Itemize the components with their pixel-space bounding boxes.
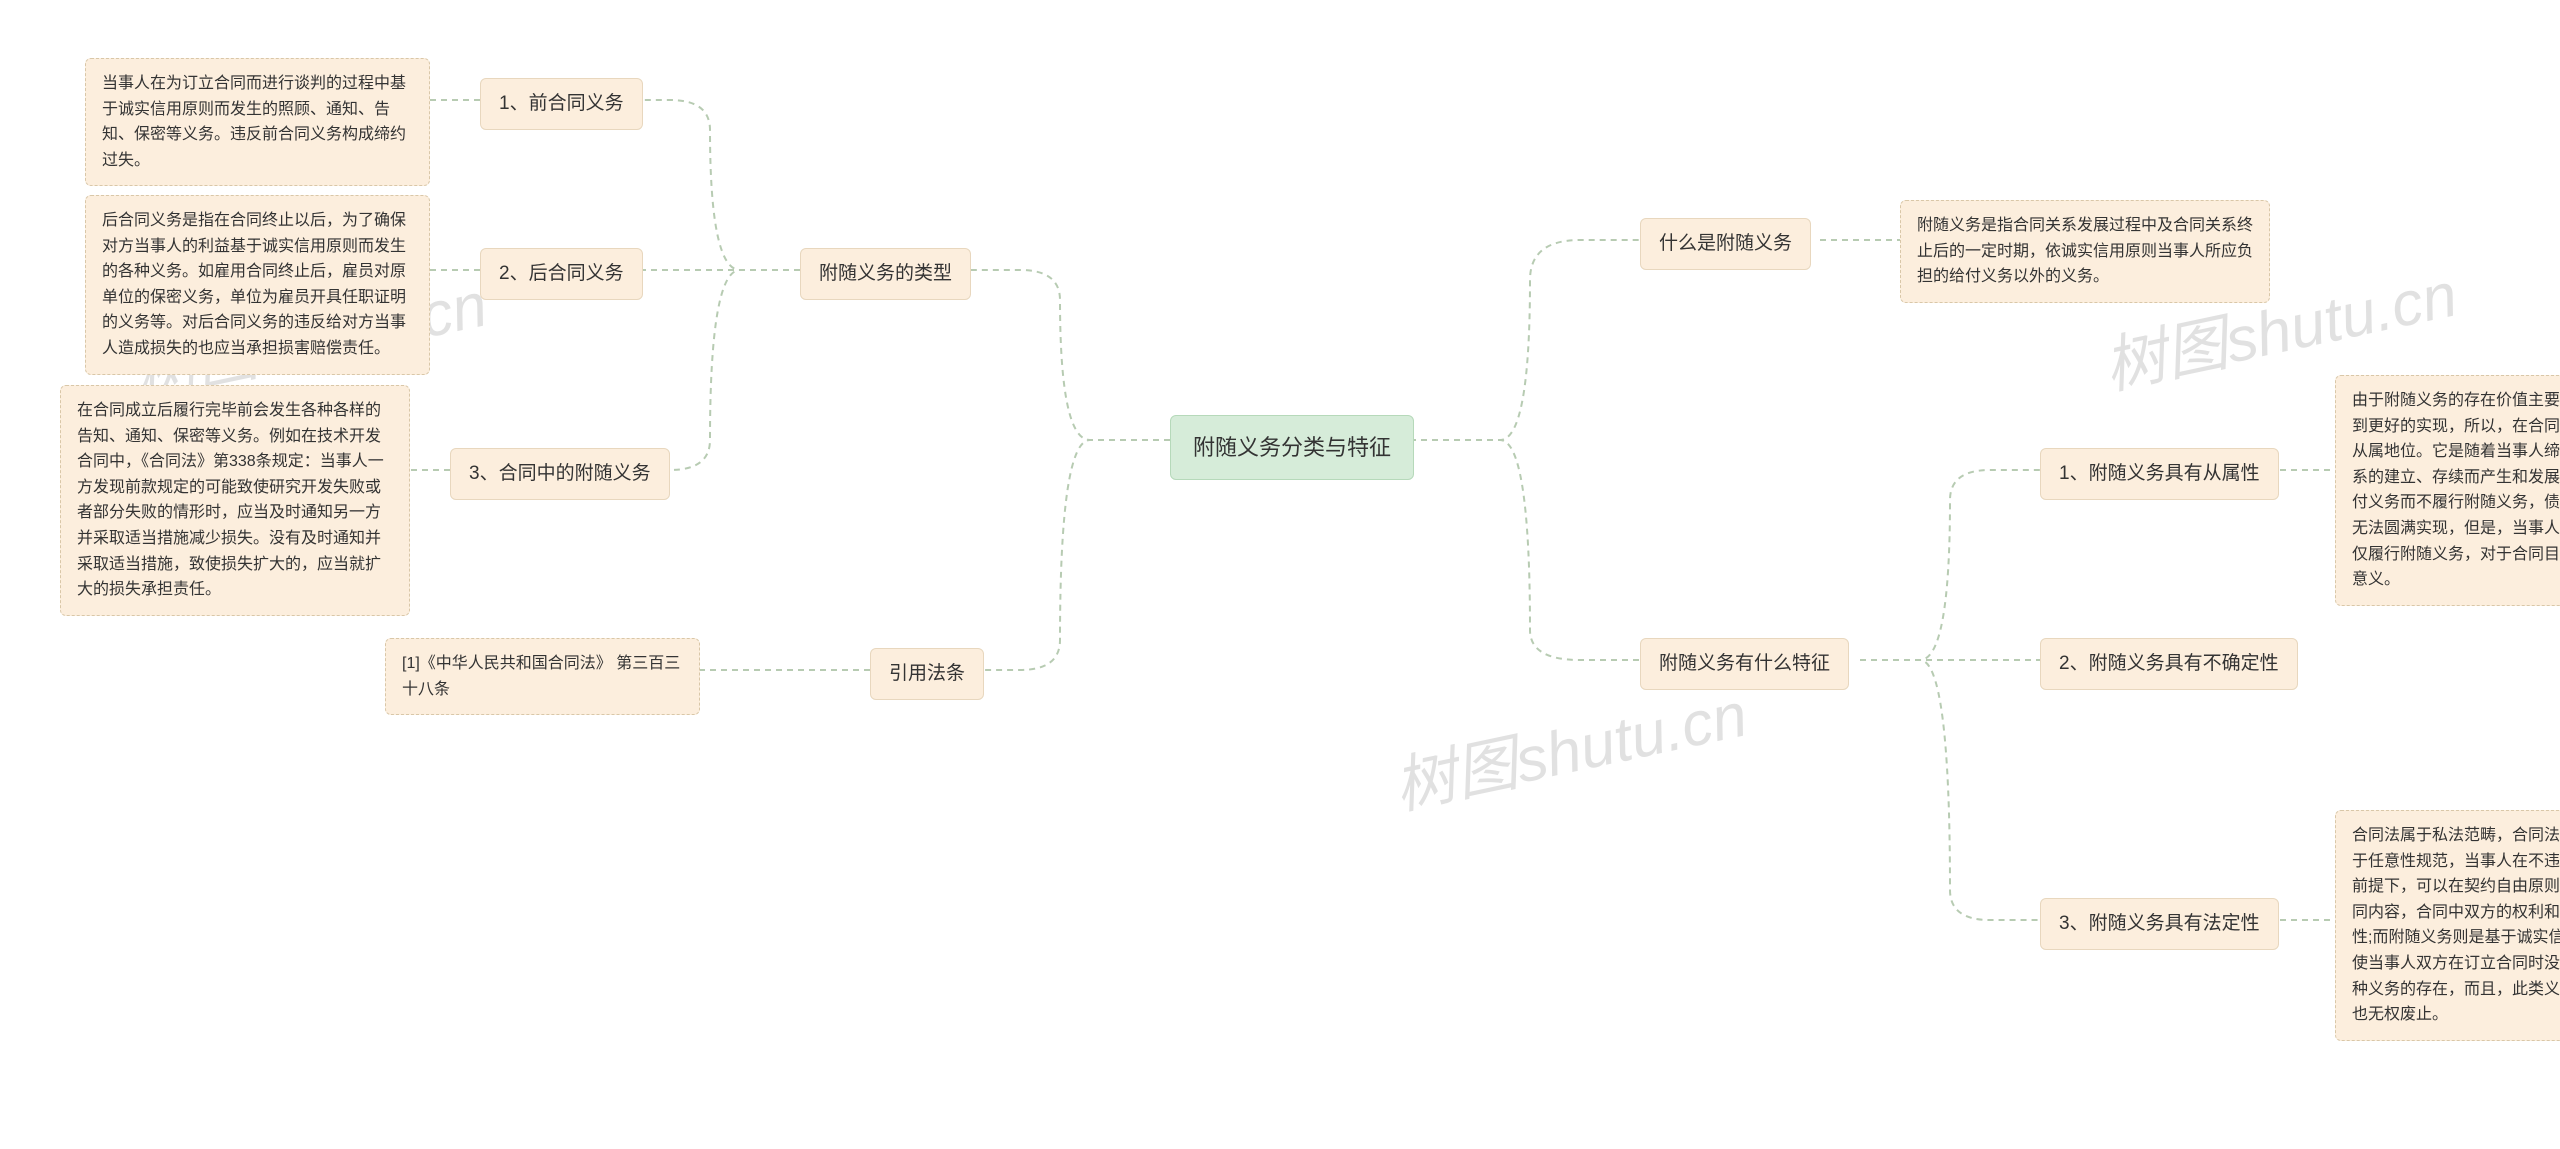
feature-item-3[interactable]: 3、附随义务具有法定性 (2040, 898, 2279, 950)
type-item-2[interactable]: 2、后合同义务 (480, 248, 643, 300)
type-item-2-desc: 后合同义务是指在合同终止以后，为了确保对方当事人的利益基于诚实信用原则而发生的各… (85, 195, 430, 375)
branch-features[interactable]: 附随义务有什么特征 (1640, 638, 1849, 690)
type-item-1[interactable]: 1、前合同义务 (480, 78, 643, 130)
branch-what-is[interactable]: 什么是附随义务 (1640, 218, 1811, 270)
branch-citation[interactable]: 引用法条 (870, 648, 984, 700)
branch-types[interactable]: 附随义务的类型 (800, 248, 971, 300)
leaf-what-is-desc: 附随义务是指合同关系发展过程中及合同关系终止后的一定时期，依诚实信用原则当事人所… (1900, 200, 2270, 303)
type-item-3[interactable]: 3、合同中的附随义务 (450, 448, 670, 500)
type-item-1-desc: 当事人在为订立合同而进行谈判的过程中基于诚实信用原则而发生的照顾、通知、告知、保… (85, 58, 430, 186)
feature-item-1-desc: 由于附随义务的存在价值主要是使债权人的利益得到更好的实现，所以，在合同关系中附随… (2335, 375, 2560, 606)
feature-item-3-desc: 合同法属于私法范畴，合同法中的大多数条款均属于任意性规范，当事人在不违反法律强制… (2335, 810, 2560, 1041)
feature-item-1[interactable]: 1、附随义务具有从属性 (2040, 448, 2279, 500)
feature-item-2[interactable]: 2、附随义务具有不确定性 (2040, 638, 2298, 690)
citation-desc: [1]《中华人民共和国合同法》 第三百三十八条 (385, 638, 700, 715)
type-item-3-desc: 在合同成立后履行完毕前会发生各种各样的告知、通知、保密等义务。例如在技术开发合同… (60, 385, 410, 616)
root-node[interactable]: 附随义务分类与特征 (1170, 415, 1414, 480)
